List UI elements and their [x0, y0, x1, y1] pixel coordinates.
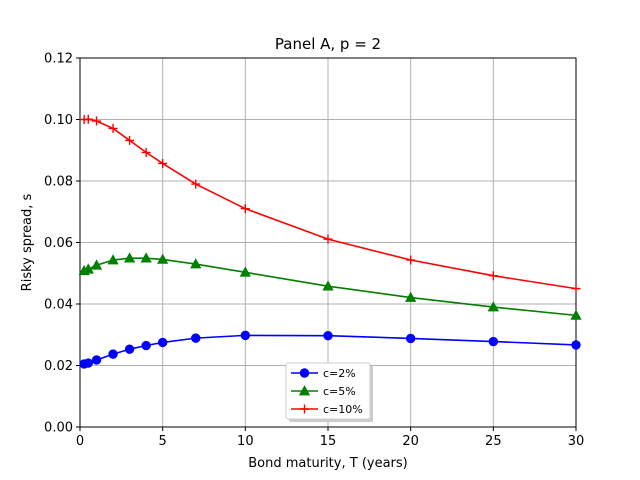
data-point: [322, 280, 334, 291]
data-point: [92, 116, 102, 126]
data-point: [191, 333, 201, 343]
data-point: [83, 358, 93, 368]
data-point: [570, 309, 582, 320]
y-axis: 0.00 0.02 0.04 0.06 0.08 0.10 0.12: [44, 52, 80, 436]
data-point: [240, 330, 251, 341]
data-point: [239, 266, 251, 277]
legend-marker: [298, 385, 311, 396]
y-tick-label: 0.04: [44, 298, 73, 313]
data-point: [124, 344, 135, 354]
legend-item-c2: c=2%: [291, 367, 356, 380]
data-point: [123, 252, 136, 263]
data-point: [487, 301, 499, 312]
data-point: [108, 349, 118, 359]
data-point: [405, 333, 416, 344]
y-tick-label: 0.00: [44, 421, 73, 436]
data-point: [141, 340, 151, 351]
data-point: [90, 259, 103, 270]
data-point: [83, 114, 93, 124]
y-tick-label: 0.08: [44, 175, 73, 190]
data-point: [571, 284, 581, 294]
data-point: [157, 337, 168, 348]
data-point: [323, 234, 333, 244]
legend-marker: [300, 404, 309, 414]
data-point: [488, 336, 499, 347]
series-layer: [78, 114, 582, 369]
data-point: [82, 263, 94, 274]
x-tick-label: 30: [568, 434, 585, 449]
data-point: [190, 258, 202, 269]
x-tick-label: 15: [320, 434, 337, 449]
data-point: [141, 147, 151, 157]
legend-item-c10: c=10%: [291, 403, 363, 416]
x-axis-title: Bond maturity, T (years): [248, 456, 407, 471]
y-axis-title: Risky spread, s: [20, 193, 35, 291]
legend-box: [285, 362, 371, 420]
legend-item-c5: c=5%: [291, 385, 356, 398]
y-tick-label: 0.06: [44, 236, 73, 251]
data-point: [108, 123, 118, 133]
data-point: [191, 179, 201, 189]
x-tick-label: 0: [76, 434, 84, 449]
data-point: [157, 253, 169, 264]
data-point: [406, 255, 416, 265]
x-tick-label: 20: [402, 434, 419, 449]
data-point: [107, 254, 119, 265]
series-c10: [79, 114, 581, 294]
legend-label: c=2%: [323, 367, 356, 380]
x-tick-label: 5: [159, 434, 167, 449]
x-tick-label: 10: [237, 434, 254, 449]
x-axis: 0 5 10 15 20 25 30: [76, 427, 584, 449]
data-point: [488, 271, 498, 281]
series-c5: [78, 252, 582, 320]
legend-label: c=10%: [323, 403, 363, 416]
data-point: [405, 291, 417, 302]
y-tick-label: 0.10: [44, 113, 73, 128]
x-tick-label: 25: [485, 434, 502, 449]
legend: c=2% c=5% c=10%: [285, 362, 373, 422]
legend-marker: [299, 368, 310, 378]
y-tick-label: 0.02: [44, 359, 73, 374]
chart-title: Panel A, p = 2: [275, 35, 381, 53]
legend-label: c=5%: [323, 385, 356, 398]
data-point: [140, 252, 152, 263]
y-tick-label: 0.12: [44, 52, 73, 67]
data-point: [158, 158, 168, 168]
data-point: [571, 340, 581, 350]
data-point: [91, 355, 102, 365]
data-point: [323, 330, 333, 341]
data-point: [240, 204, 250, 214]
series-c2: [79, 330, 581, 369]
data-point: [125, 135, 135, 145]
